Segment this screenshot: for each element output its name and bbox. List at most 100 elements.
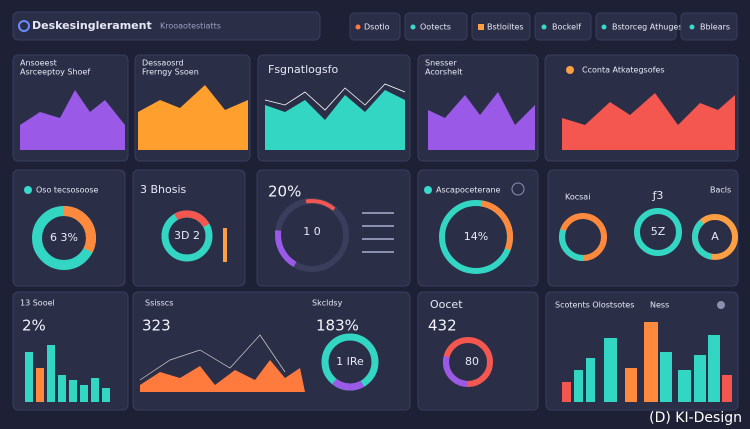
donut-label: 14% xyxy=(464,230,488,243)
donut-segment xyxy=(439,200,513,274)
nav-button[interactable] xyxy=(595,12,677,41)
card-title: Ansoeest xyxy=(20,59,57,68)
bar xyxy=(562,382,571,402)
icon xyxy=(689,24,695,30)
area xyxy=(265,90,405,150)
icon xyxy=(424,186,432,194)
icon xyxy=(355,24,361,30)
card-title: Snesser xyxy=(425,59,457,68)
donut xyxy=(634,208,682,256)
legend-line xyxy=(362,251,394,253)
card-title: Skcldsy xyxy=(312,299,343,308)
icon xyxy=(24,186,32,194)
donut-segment xyxy=(321,333,379,391)
donut-segment xyxy=(559,213,607,261)
card xyxy=(132,291,411,411)
icon xyxy=(541,24,547,30)
nav-label: Bstorceg Athugests xyxy=(612,23,690,32)
watermark: (D) KI-Design xyxy=(649,410,742,426)
card-value: 323 xyxy=(142,317,171,335)
card-title: 3 Bhosis xyxy=(140,183,187,196)
card-title: Fsgnatlogsfo xyxy=(268,63,338,76)
icon xyxy=(410,24,416,30)
bar xyxy=(660,352,672,402)
area xyxy=(140,360,305,392)
donut-label: 80 xyxy=(465,355,479,368)
nav-button[interactable] xyxy=(534,12,592,41)
donut-label: 5Z xyxy=(651,225,666,238)
bar xyxy=(574,370,583,402)
bar xyxy=(102,388,110,402)
app-title: Deskesinglerament xyxy=(32,19,152,32)
card-title: 20% xyxy=(268,183,301,201)
bar xyxy=(644,322,658,402)
icon xyxy=(717,301,725,309)
logo xyxy=(18,20,30,32)
area xyxy=(20,90,125,150)
donut-label: 6 3% xyxy=(50,231,78,244)
nav-button[interactable] xyxy=(404,12,468,41)
bars xyxy=(562,322,732,402)
card-title: Scotents Olostsotes xyxy=(555,301,634,310)
card-title: Oso tecsosoose xyxy=(36,186,99,195)
bars xyxy=(25,345,110,402)
bar xyxy=(678,370,691,402)
donut-label: 1 0 xyxy=(303,225,321,238)
donut-label: 3D 2 xyxy=(174,229,200,242)
donut-segment xyxy=(443,337,493,387)
bar xyxy=(69,380,77,402)
donut-segment xyxy=(32,206,96,270)
card-title: 13 Sooel xyxy=(20,299,55,308)
card-subtitle: Acorshelt xyxy=(425,68,462,77)
card xyxy=(417,291,539,411)
card-subtitle: Frerngy Ssoen xyxy=(142,68,199,77)
card xyxy=(132,169,246,287)
bar xyxy=(223,228,227,262)
card-value: 183% xyxy=(316,317,359,335)
nav-button[interactable] xyxy=(349,12,401,41)
bar xyxy=(625,368,637,402)
bar xyxy=(36,368,44,402)
icon xyxy=(478,24,484,30)
line xyxy=(139,334,286,381)
bar xyxy=(604,338,617,402)
card-label: Bacls xyxy=(710,186,731,195)
card-title: Oocet xyxy=(430,298,463,311)
bar xyxy=(80,385,88,402)
legend-line xyxy=(362,225,394,227)
nav-label: Ootects xyxy=(420,23,451,32)
bar xyxy=(586,358,595,402)
nav-label: Dsotlo xyxy=(364,23,390,32)
card-title: Ness xyxy=(650,301,669,310)
info-button[interactable] xyxy=(511,182,525,196)
icon xyxy=(566,66,574,74)
donut-label: ƒ3 xyxy=(652,189,664,202)
nav-button[interactable] xyxy=(471,12,531,41)
card-title: Ssisscs xyxy=(145,299,173,308)
donut-label: A xyxy=(711,230,719,243)
area xyxy=(138,85,248,150)
bar xyxy=(25,352,33,402)
nav-label: Bockelf xyxy=(552,23,581,32)
card xyxy=(256,169,411,287)
icon xyxy=(601,24,607,30)
nav-button[interactable] xyxy=(680,12,738,41)
bar xyxy=(722,375,732,402)
area xyxy=(562,93,735,150)
nav-label: Bblears xyxy=(700,23,730,32)
bar xyxy=(708,335,720,402)
card-title: Ascapoceterane xyxy=(436,186,501,195)
legend-line xyxy=(362,212,394,214)
card-subtitle: Asrceeptoy Shoef xyxy=(20,68,90,77)
bar xyxy=(47,345,55,402)
line xyxy=(264,83,406,111)
nav: Dsotlo Ootects Bstloiltes Bockelf Bstorc… xyxy=(349,12,738,41)
donut-label: 1 IRe xyxy=(336,355,364,368)
donut-segment xyxy=(692,214,739,260)
card-value: 432 xyxy=(428,317,457,335)
bar xyxy=(694,355,706,402)
bar xyxy=(91,378,99,402)
card-value: 2% xyxy=(22,317,46,335)
donut-segment xyxy=(161,210,213,262)
